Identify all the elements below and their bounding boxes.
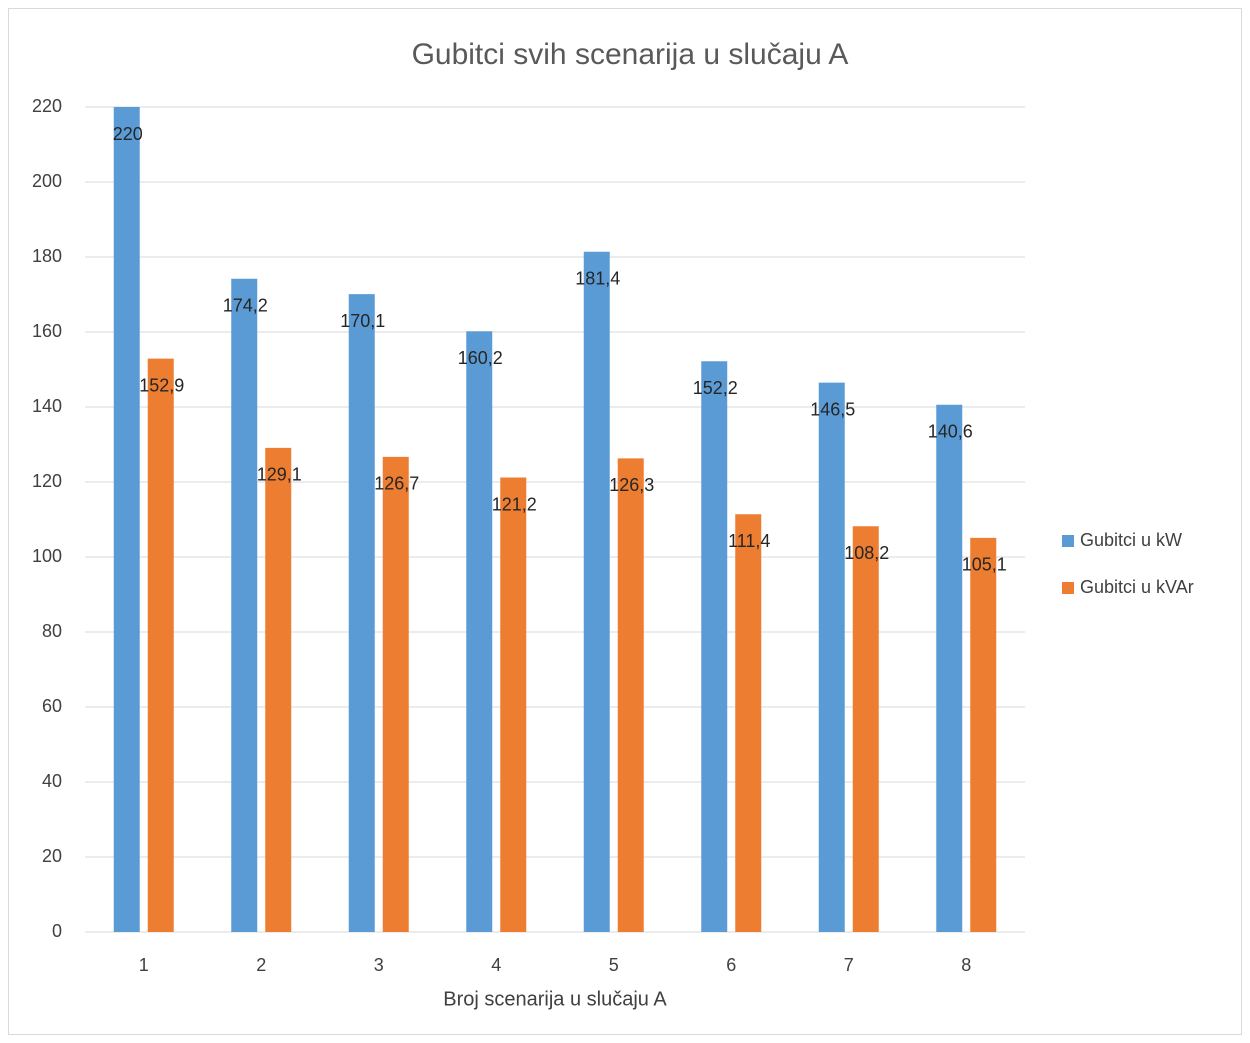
bar (970, 537, 997, 932)
data-label: 129,1 (257, 465, 302, 485)
data-label: 105,1 (962, 555, 1007, 575)
data-label: 126,3 (609, 475, 654, 495)
y-tick-label: 160 (32, 321, 62, 341)
bar (466, 331, 493, 932)
bar (617, 458, 644, 932)
data-label: 220 (113, 124, 143, 144)
legend-swatch (1062, 582, 1074, 594)
y-tick-label: 40 (42, 771, 62, 791)
chart-title: Gubitci svih scenarija u slučaju A (412, 38, 849, 71)
y-tick-label: 200 (32, 171, 62, 191)
y-tick-label: 120 (32, 471, 62, 491)
data-label: 181,4 (575, 269, 620, 289)
bar (231, 278, 258, 932)
data-label: 146,5 (810, 399, 855, 419)
x-tick-label: 2 (256, 955, 266, 975)
y-tick-label: 140 (32, 396, 62, 416)
x-tick-label: 6 (726, 955, 736, 975)
x-axis-title: Broj scenarija u slučaju A (443, 988, 667, 1010)
bar (265, 447, 292, 932)
legend-label: Gubitci u kVAr (1080, 577, 1194, 597)
y-tick-label: 0 (52, 921, 62, 941)
data-label: 152,9 (139, 375, 184, 395)
y-tick-label: 180 (32, 246, 62, 266)
bar (936, 404, 963, 932)
data-label: 111,4 (728, 531, 770, 551)
x-tick-label: 5 (609, 955, 619, 975)
x-tick-label: 1 (139, 955, 149, 975)
y-tick-label: 60 (42, 696, 62, 716)
data-label: 174,2 (223, 296, 268, 316)
data-label: 121,2 (492, 494, 537, 514)
y-tick-label: 100 (32, 546, 62, 566)
x-tick-label: 3 (374, 955, 384, 975)
x-tick-label: 8 (961, 955, 971, 975)
bar (113, 107, 140, 932)
x-tick-label: 4 (491, 955, 501, 975)
y-tick-label: 80 (42, 621, 62, 641)
y-tick-label: 220 (32, 96, 62, 116)
bar (382, 456, 409, 932)
y-tick-label: 20 (42, 846, 62, 866)
bar (852, 526, 879, 932)
data-label: 126,7 (374, 474, 419, 494)
bar (147, 358, 174, 932)
data-label: 152,2 (693, 378, 738, 398)
bar (735, 514, 762, 932)
x-tick-label: 7 (844, 955, 854, 975)
bar (500, 477, 527, 932)
bar (818, 382, 845, 932)
data-label: 160,2 (458, 348, 503, 368)
legend-label: Gubitci u kW (1080, 530, 1182, 550)
legend-swatch (1062, 535, 1074, 547)
bar (348, 294, 375, 932)
data-label: 140,6 (928, 422, 973, 442)
bar (583, 251, 610, 932)
data-label: 170,1 (340, 311, 385, 331)
data-label: 108,2 (844, 543, 889, 563)
bar (701, 361, 728, 932)
